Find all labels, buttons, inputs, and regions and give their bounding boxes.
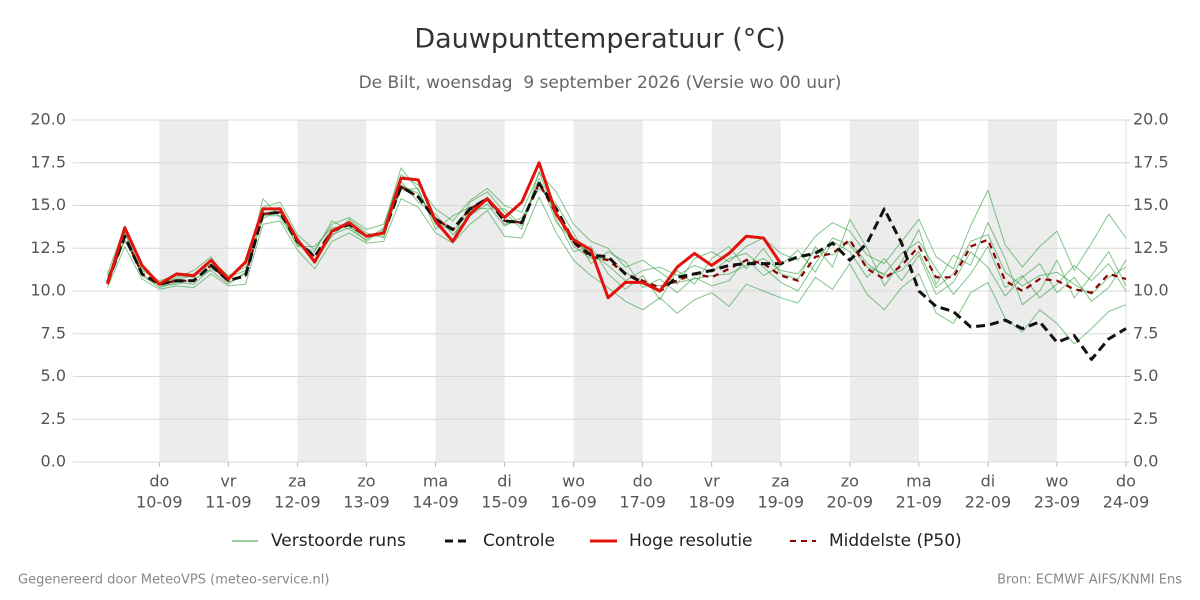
y-tick-label: 10.0 xyxy=(30,281,66,300)
x-tick-label: do xyxy=(1116,472,1136,491)
x-tick-label: wo xyxy=(562,472,585,491)
y2-tick-label: 20.0 xyxy=(1133,110,1169,129)
y-tick-label: 2.5 xyxy=(41,409,66,428)
y-tick-label: 20.0 xyxy=(30,110,66,129)
x-tick-date: 24-09 xyxy=(1103,493,1150,512)
footer-right: Bron: ECMWF AIFS/KNMI Ens xyxy=(997,573,1182,588)
x-tick-date: 19-09 xyxy=(758,493,805,512)
series-line xyxy=(106,181,1127,361)
x-tick-date: 21-09 xyxy=(896,493,943,512)
x-tick-date: 11-09 xyxy=(205,493,252,512)
series-line xyxy=(106,161,783,300)
ensemble-line xyxy=(107,196,1127,345)
y-tick-label: 17.5 xyxy=(30,152,66,171)
x-tick-date: 23-09 xyxy=(1034,493,1081,512)
legend-label: Hoge resolutie xyxy=(629,531,753,551)
y2-tick-label: 7.5 xyxy=(1133,323,1158,342)
x-tick-date: 14-09 xyxy=(412,493,459,512)
y2-tick-label: 2.5 xyxy=(1133,409,1158,428)
x-tick-label: do xyxy=(149,472,169,491)
x-tick-label: di xyxy=(981,472,996,491)
x-tick-date: 12-09 xyxy=(274,493,321,512)
x-tick-date: 15-09 xyxy=(481,493,528,512)
x-tick-date: 13-09 xyxy=(343,493,390,512)
ensemble-line xyxy=(107,182,1127,295)
y2-tick-label: 5.0 xyxy=(1133,366,1158,385)
ensemble-line xyxy=(107,172,1127,285)
legend-label: Controle xyxy=(483,531,555,551)
x-tick-date: 16-09 xyxy=(550,493,597,512)
y-tick-label: 7.5 xyxy=(41,323,66,342)
x-tick-label: do xyxy=(633,472,653,491)
x-tick-label: za xyxy=(772,472,790,491)
x-tick-date: 18-09 xyxy=(688,493,735,512)
x-tick-label: wo xyxy=(1046,472,1069,491)
y-tick-label: 15.0 xyxy=(30,195,66,214)
y2-tick-label: 17.5 xyxy=(1133,152,1169,171)
y2-tick-label: 15.0 xyxy=(1133,195,1169,214)
x-tick-label: vr xyxy=(220,472,236,491)
chart-subtitle: De Bilt, woensdag 9 september 2026 (Vers… xyxy=(359,73,842,93)
x-tick-label: zo xyxy=(841,472,859,491)
y2-tick-label: 12.5 xyxy=(1133,238,1169,257)
chart-title: Dauwpunttemperatuur (°C) xyxy=(414,24,785,55)
y2-tick-label: 0.0 xyxy=(1133,452,1158,471)
legend-label: Verstoorde runs xyxy=(271,531,406,551)
x-tick-date: 22-09 xyxy=(965,493,1012,512)
x-tick-label: ma xyxy=(906,472,931,491)
legend-label: Middelste (P50) xyxy=(829,531,962,551)
y-tick-label: 0.0 xyxy=(41,452,66,471)
y-tick-label: 5.0 xyxy=(41,366,66,385)
x-tick-date: 20-09 xyxy=(827,493,874,512)
x-tick-date: 17-09 xyxy=(619,493,666,512)
x-tick-date: 10-09 xyxy=(136,493,183,512)
x-tick-label: zo xyxy=(357,472,375,491)
x-tick-label: za xyxy=(288,472,306,491)
y2-tick-label: 10.0 xyxy=(1133,281,1169,300)
x-tick-label: vr xyxy=(704,472,720,491)
y-tick-label: 12.5 xyxy=(30,238,66,257)
ensemble-line xyxy=(107,167,1127,306)
background-layer xyxy=(73,119,1130,463)
footer-left: Gegenereerd door MeteoVPS (meteo-service… xyxy=(18,573,329,588)
x-tick-label: di xyxy=(497,472,512,491)
x-tick-label: ma xyxy=(423,472,448,491)
